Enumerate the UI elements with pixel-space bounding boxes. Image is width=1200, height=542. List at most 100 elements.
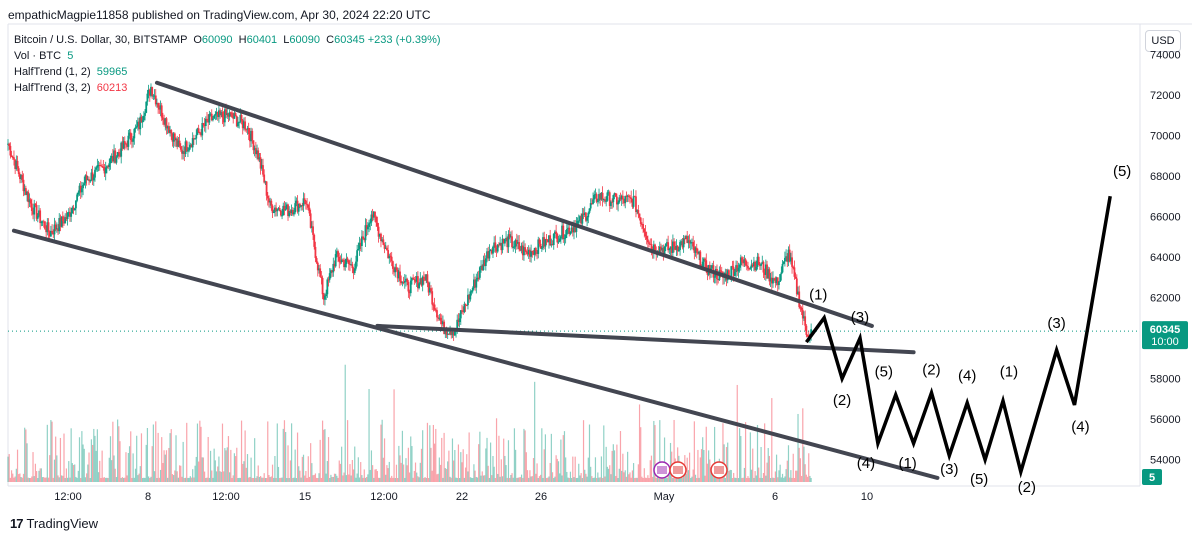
candle-body xyxy=(13,157,15,160)
candle-body xyxy=(476,277,479,280)
volume-bar xyxy=(14,476,16,482)
volume-bar xyxy=(63,433,65,482)
candle-body xyxy=(645,236,648,240)
candle-body xyxy=(351,264,354,269)
volume-bar xyxy=(74,464,76,482)
candle-body xyxy=(739,257,742,266)
volume-bar xyxy=(280,477,282,482)
volume-bar xyxy=(358,477,361,482)
candle-body xyxy=(558,238,561,242)
volume-bar xyxy=(263,473,265,482)
volume-bar xyxy=(126,475,128,482)
candle-body xyxy=(570,227,573,232)
candle-body xyxy=(483,259,486,267)
candle-body xyxy=(355,261,357,269)
volume-bar xyxy=(475,476,477,482)
volume-bar xyxy=(469,477,471,482)
candle-body xyxy=(469,291,472,300)
volume-bar xyxy=(435,428,437,482)
candle-body xyxy=(501,238,504,251)
candle-body xyxy=(52,232,55,235)
candle-body xyxy=(580,216,583,224)
volume-bar xyxy=(531,476,533,482)
volume-bar xyxy=(44,477,46,482)
candle-body xyxy=(506,237,509,248)
volume-bar xyxy=(368,389,370,482)
candle-body xyxy=(764,264,767,275)
ohlc-open: O60090 xyxy=(193,34,233,46)
volume-bar xyxy=(598,477,600,482)
volume-bar xyxy=(26,443,28,482)
volume-bar xyxy=(538,476,541,482)
candle-body xyxy=(139,116,142,130)
candle-body xyxy=(520,245,523,251)
candle-body xyxy=(167,126,170,133)
volume-bar xyxy=(187,477,189,482)
volume-bar xyxy=(548,476,550,482)
volume-bar xyxy=(522,477,524,482)
candle-body xyxy=(486,251,488,259)
candle-body xyxy=(21,175,24,180)
candle-body xyxy=(166,126,169,129)
volume-bar xyxy=(525,452,527,482)
volume-bar xyxy=(212,477,214,482)
candle-body xyxy=(463,303,466,313)
volume-bar xyxy=(138,473,140,482)
volume-bar xyxy=(114,468,116,482)
volume-bar xyxy=(258,476,261,482)
volume-bar xyxy=(227,436,230,482)
candle-body xyxy=(411,277,413,281)
wave-label: (4) xyxy=(857,455,875,472)
candle-body xyxy=(526,251,529,255)
volume-bar xyxy=(144,477,146,482)
x-tick-label: 6 xyxy=(772,491,778,503)
candle-body xyxy=(402,282,405,284)
candle-body xyxy=(175,138,177,141)
currency-button[interactable]: USD xyxy=(1145,30,1181,52)
candle-body xyxy=(470,291,473,293)
candle-body xyxy=(96,165,99,168)
volume-bar xyxy=(666,477,668,482)
candle-body xyxy=(748,268,751,270)
candle-body xyxy=(366,226,369,230)
volume-bar xyxy=(669,442,672,482)
volume-bar xyxy=(600,456,603,482)
candle-body xyxy=(140,116,143,123)
volume-bar xyxy=(721,475,723,482)
candle-body xyxy=(100,165,102,167)
candle-body xyxy=(109,157,112,164)
volume-bar xyxy=(192,469,194,482)
candle-body xyxy=(383,244,386,249)
volume-bar xyxy=(302,454,305,482)
volume-bar xyxy=(543,449,545,482)
volume-bar xyxy=(120,477,122,482)
volume-bar xyxy=(621,470,623,482)
volume-bar xyxy=(77,470,79,482)
candle-body xyxy=(76,194,79,201)
candle-body xyxy=(672,241,674,253)
candle-body xyxy=(559,236,562,239)
volume-bar xyxy=(449,476,451,482)
volume-bar xyxy=(460,452,462,482)
volume-bar xyxy=(778,470,780,482)
candle-body xyxy=(75,200,77,209)
trendline-support xyxy=(375,323,916,355)
candle-body xyxy=(38,210,40,216)
volume-bar xyxy=(301,456,303,482)
candle-body xyxy=(363,238,366,241)
volume-bar xyxy=(58,477,60,482)
candle-body xyxy=(424,279,426,281)
volume-bar xyxy=(159,469,162,482)
volume-bar xyxy=(229,472,231,482)
volume-bar xyxy=(634,478,636,482)
volume-bar xyxy=(94,435,96,482)
candle-body xyxy=(390,256,393,262)
candle-body xyxy=(250,130,252,142)
candle-body xyxy=(694,247,697,253)
candle-body xyxy=(728,270,730,278)
volume-bar xyxy=(163,450,165,482)
ohlc-close: C60345 xyxy=(326,34,365,46)
volume-bar xyxy=(717,477,719,482)
candle-body xyxy=(598,194,600,201)
